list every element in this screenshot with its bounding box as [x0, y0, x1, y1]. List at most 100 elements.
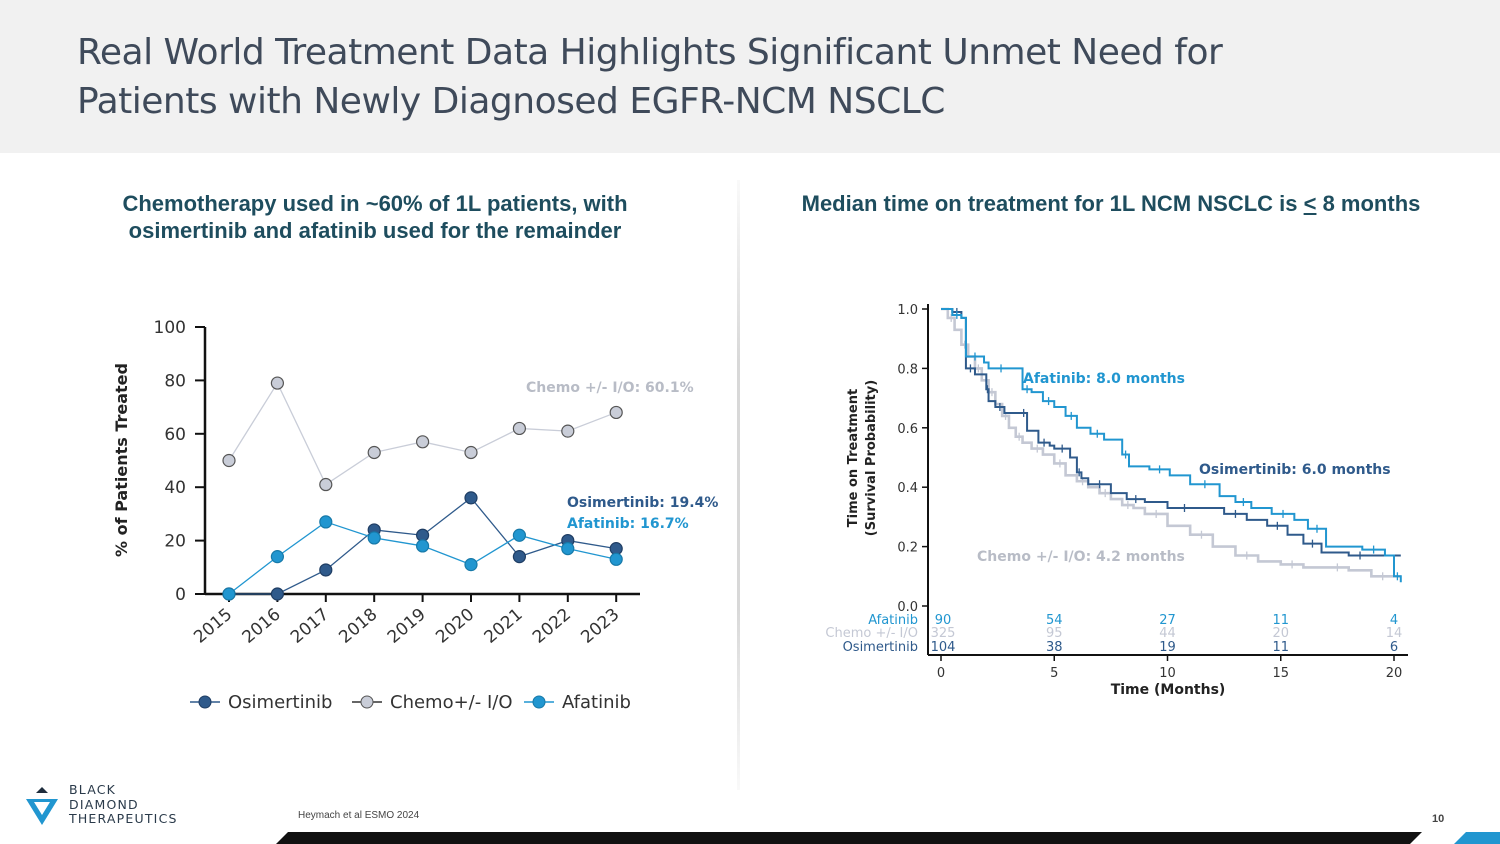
company-logo: BLACK DIAMOND THERAPEUTICS	[22, 782, 222, 828]
x-tick-label: 2023	[577, 605, 623, 648]
x-tick-label: 2018	[335, 605, 381, 648]
page-number: 10	[1432, 813, 1445, 825]
km-y-tick-label: 1.0	[897, 303, 918, 318]
data-point-afatinib	[609, 552, 623, 566]
km-chemo-label: Chemo +/- I/O: 4.2 months	[977, 549, 1185, 565]
km-y-axis-title-line1: Time on Treatment	[846, 389, 861, 527]
osimertinib-annotation: Osimertinib: 19.4%	[567, 495, 718, 511]
data-point-osimertinib	[319, 563, 333, 577]
risk-row-label: Chemo +/- I/O	[825, 626, 918, 641]
slide-title-line1: Real World Treatment Data Highlights Sig…	[77, 32, 1223, 73]
legend-marker	[532, 695, 546, 709]
risk-row-afatinib: Afatinib 90 54 27 11 4	[868, 613, 1398, 628]
slide-title-line2: Patients with Newly Diagnosed EGFR-NCM N…	[77, 81, 945, 122]
data-point-afatinib	[270, 550, 284, 564]
risk-row-value: 4	[1390, 613, 1398, 628]
logo-line3: THERAPEUTICS	[69, 811, 178, 826]
risk-row-chemo-i-o: Chemo +/- I/O 325 95 44 20 14	[825, 626, 1402, 641]
left-subtitle: Chemotherapy used in ~60% of 1L patients…	[70, 190, 680, 244]
risk-row-label: Afatinib	[868, 613, 918, 628]
y-tick-label: 60	[164, 425, 186, 445]
x-tick-label: 2015	[190, 605, 236, 648]
x-tick-label: 2016	[239, 605, 285, 648]
km-afatinib-label: Afatinib: 8.0 months	[1023, 371, 1185, 387]
usage-line-chart: 0 20 40 60 80 100 2015 2016 2017 2018 2019 2020 2021…	[112, 318, 718, 713]
logo-text: BLACK DIAMOND THERAPEUTICS	[69, 782, 178, 827]
bottom-bar	[276, 832, 1500, 844]
km-y-axis-title-line2: (Survival Probability)	[864, 380, 879, 536]
legend-label: Osimertinib	[228, 692, 332, 713]
km-curve-chemo	[941, 307, 1401, 578]
legend-marker	[360, 695, 374, 709]
risk-row-value: 44	[1159, 626, 1176, 641]
logo-line1: BLACK	[69, 782, 117, 797]
risk-row-value: 11	[1272, 613, 1289, 628]
km-x-axis-title: Time (Months)	[1111, 682, 1226, 698]
risk-row-value: 19	[1159, 640, 1176, 655]
risk-row-value: 20	[1272, 626, 1289, 641]
y-tick-label: 20	[164, 532, 186, 552]
chemo-annotation: Chemo +/- I/O: 60.1%	[526, 380, 694, 396]
risk-row-value: 11	[1272, 640, 1289, 655]
km-series-afatinib	[941, 308, 1402, 583]
data-point-chemo-i-o	[319, 477, 333, 492]
y-tick-label: 80	[164, 371, 186, 391]
risk-row-value: 14	[1386, 626, 1403, 641]
data-point-osimertinib	[270, 587, 284, 601]
risk-row-value: 27	[1159, 613, 1176, 628]
km-x-tick-label: 5	[1050, 666, 1058, 681]
km-x-tick-label: 15	[1272, 666, 1289, 681]
km-curve-afatinib	[941, 308, 1402, 583]
legend-label: Afatinib	[562, 692, 631, 713]
km-y-tick-label: 0.0	[897, 600, 918, 615]
y-tick-label: 40	[164, 478, 186, 498]
x-tick-label: 2017	[287, 605, 333, 648]
y-axis-title: % of Patients Treated	[112, 363, 131, 557]
data-point-afatinib	[319, 515, 333, 529]
data-point-osimertinib	[512, 550, 527, 564]
km-series-osimertinib	[941, 307, 1401, 560]
data-point-afatinib	[367, 531, 381, 545]
data-point-chemo-i-o	[222, 453, 236, 468]
km-y-tick-label: 0.4	[897, 481, 918, 496]
km-x-tick-label: 0	[937, 666, 945, 681]
km-x-tick-label: 20	[1386, 666, 1403, 681]
data-point-chemo-i-o	[416, 435, 430, 449]
logo-line2: DIAMOND	[69, 796, 139, 812]
data-point-afatinib	[512, 528, 527, 542]
y-tick-label: 0	[175, 585, 186, 605]
right-subtitle-value: 8 months	[1316, 191, 1421, 216]
legend-marker	[198, 695, 212, 709]
data-point-chemo-i-o	[464, 445, 478, 460]
legend-label: Chemo+/- I/O	[390, 692, 513, 713]
footnote-citation: Heymach et al ESMO 2024	[298, 810, 420, 821]
panel-divider	[737, 180, 740, 790]
risk-row-value: 90	[935, 613, 952, 628]
km-curve-osimertinib	[941, 308, 1401, 557]
data-point-afatinib	[416, 539, 430, 553]
km-osimertinib-label: Osimertinib: 6.0 months	[1199, 462, 1391, 478]
afatinib-annotation: Afatinib: 16.7%	[567, 516, 689, 532]
right-subtitle-symbol: <	[1303, 191, 1317, 216]
y-tick-label: 100	[154, 318, 186, 338]
data-point-chemo-i-o	[512, 421, 527, 436]
series-line-chemo-i-o	[228, 381, 617, 486]
km-series-chemo	[941, 307, 1401, 581]
risk-row-value: 54	[1046, 613, 1063, 628]
right-subtitle: Median time on treatment for 1L NCM NSCL…	[756, 190, 1466, 217]
legend-item-osimertinib: Osimertinib	[190, 692, 332, 713]
x-tick-label: 2021	[481, 605, 527, 648]
x-tick-label: 2020	[432, 605, 478, 648]
legend-item-chemo-i-o: Chemo+/- I/O	[352, 692, 513, 713]
chart-legend: Osimertinib Chemo+/- I/O Afatinib	[190, 692, 631, 713]
series-chemo-i-o	[222, 376, 623, 492]
km-y-tick-label: 0.2	[897, 541, 918, 556]
series-afatinib	[222, 515, 623, 601]
data-point-chemo-i-o	[609, 405, 623, 420]
slide-title: Real World Treatment Data Highlights Sig…	[77, 28, 1277, 126]
risk-row-value: 95	[1046, 626, 1063, 641]
header-band	[0, 0, 1500, 153]
left-subtitle-line2: osimertinib and afatinib used for the re…	[128, 218, 622, 243]
risk-row-value: 6	[1390, 640, 1398, 655]
x-tick-label: 2019	[384, 605, 430, 648]
